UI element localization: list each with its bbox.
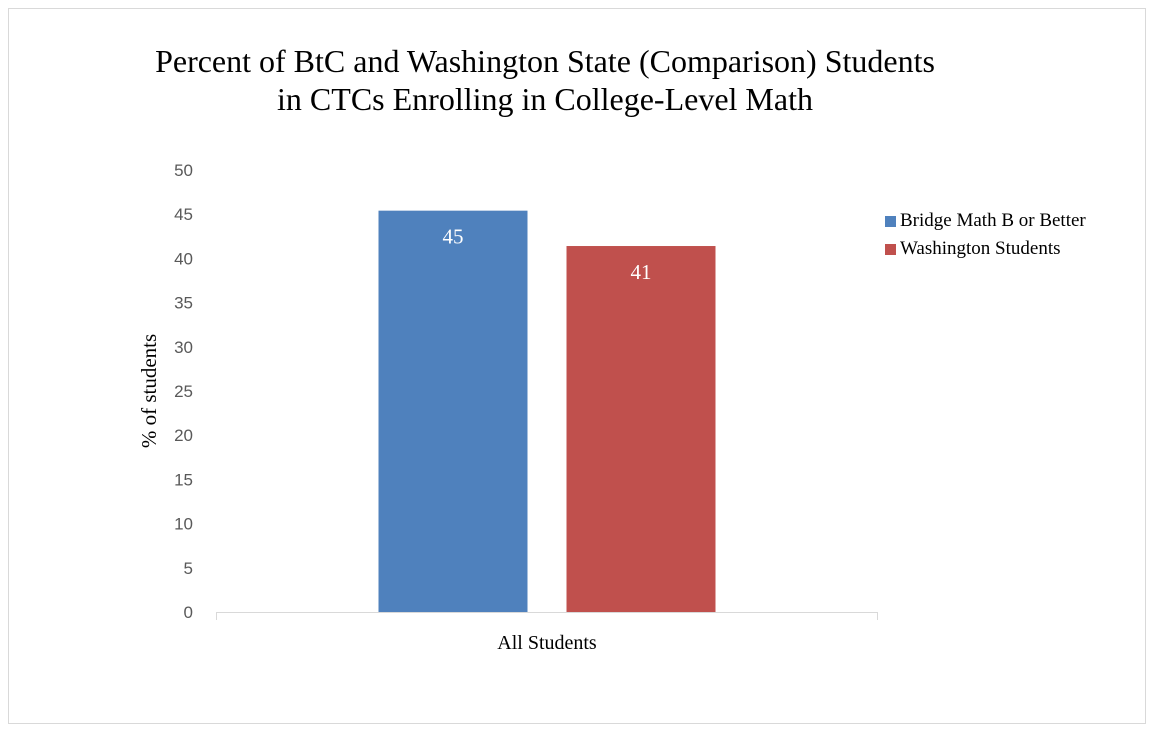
legend-item-series-0: Bridge Math B or Better	[885, 210, 1125, 232]
bars-group	[378, 210, 716, 613]
data-labels-group: 45 41	[443, 225, 652, 284]
y-tick-label: 45	[174, 205, 193, 224]
legend: Bridge Math B or Better Washington Stude…	[885, 210, 1125, 266]
bar-series-1	[566, 246, 716, 613]
y-tick-label: 10	[174, 515, 193, 534]
chart-title: Percent of BtC and Washington State (Com…	[155, 43, 935, 117]
y-tick-label: 25	[174, 382, 193, 401]
y-axis-title: % of students	[137, 334, 161, 448]
legend-item-series-1: Washington Students	[885, 238, 1125, 260]
bar-series-0	[378, 210, 528, 612]
y-tick-label: 15	[174, 470, 193, 489]
y-tick-label: 30	[174, 338, 193, 357]
y-tick-label: 35	[174, 294, 193, 313]
y-tick-label: 40	[174, 249, 193, 268]
y-axis-ticks: 0 5 10 15 20 25 30 35 40 45 50	[174, 161, 193, 622]
legend-label-series-1: Washington Students	[900, 238, 1061, 259]
y-tick-label: 0	[184, 603, 193, 622]
data-label-series-0: 45	[443, 225, 464, 249]
legend-label-series-0: Bridge Math B or Better	[900, 210, 1086, 231]
data-label-series-1: 41	[631, 260, 652, 284]
y-tick-label: 20	[174, 426, 193, 445]
legend-swatch-series-1	[885, 244, 896, 255]
y-tick-label: 5	[184, 559, 193, 578]
y-tick-label: 50	[174, 161, 193, 180]
legend-swatch-series-0	[885, 216, 896, 227]
x-category-label: All Students	[497, 632, 597, 654]
